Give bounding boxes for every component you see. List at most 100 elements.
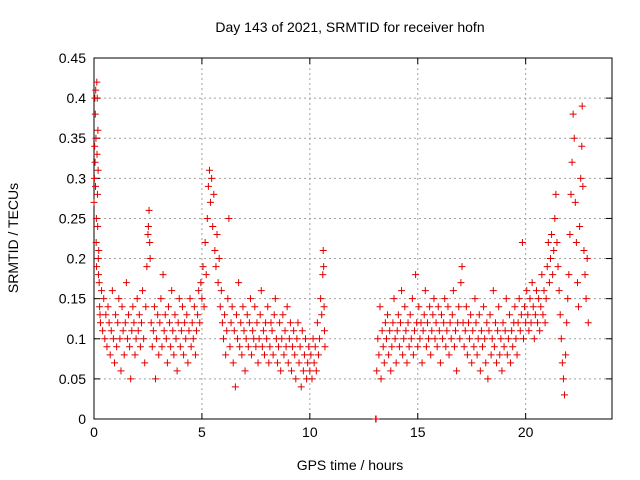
- data-point: [402, 327, 410, 335]
- data-point: [399, 351, 407, 359]
- data-point: [312, 367, 320, 375]
- data-point: [455, 303, 463, 311]
- data-point: [273, 359, 281, 367]
- data-point: [569, 110, 577, 118]
- data-point: [236, 343, 244, 351]
- data-point: [254, 359, 262, 367]
- data-point: [514, 319, 522, 327]
- data-point: [523, 287, 531, 295]
- data-point: [131, 351, 139, 359]
- data-point: [304, 359, 312, 367]
- data-point: [302, 335, 310, 343]
- data-point: [129, 303, 137, 311]
- data-point: [242, 335, 250, 343]
- x-tick-label: 15: [410, 424, 426, 440]
- data-point: [421, 287, 429, 295]
- data-point: [269, 351, 277, 359]
- data-point: [253, 319, 261, 327]
- data-point: [435, 327, 443, 335]
- data-point: [152, 375, 160, 383]
- data-point: [275, 343, 283, 351]
- data-point: [174, 319, 182, 327]
- data-point: [92, 182, 100, 190]
- data-point: [90, 198, 98, 206]
- data-point: [200, 303, 208, 311]
- data-point: [475, 311, 483, 319]
- data-point: [127, 375, 135, 383]
- x-tick-label: 20: [518, 424, 534, 440]
- data-point: [551, 214, 559, 222]
- data-point: [91, 110, 99, 118]
- data-point: [228, 303, 236, 311]
- data-point: [428, 327, 436, 335]
- data-point: [490, 343, 498, 351]
- data-point: [94, 126, 102, 134]
- data-point: [98, 287, 106, 295]
- data-point: [201, 239, 209, 247]
- data-point: [389, 319, 397, 327]
- data-point: [263, 335, 271, 343]
- data-point: [395, 343, 403, 351]
- data-point: [453, 367, 461, 375]
- data-point: [92, 214, 100, 222]
- data-point: [462, 303, 470, 311]
- data-point: [583, 255, 591, 263]
- data-point: [218, 319, 226, 327]
- data-point: [94, 222, 102, 230]
- data-point: [575, 303, 583, 311]
- data-point: [212, 263, 220, 271]
- data-point: [221, 311, 229, 319]
- data-point: [91, 142, 99, 150]
- data-point: [216, 303, 224, 311]
- data-point: [444, 303, 452, 311]
- data-point: [394, 311, 402, 319]
- data-point: [512, 335, 520, 343]
- data-point: [190, 303, 198, 311]
- data-point: [418, 359, 426, 367]
- y-tick-label: 0.05: [59, 371, 86, 387]
- data-point: [320, 303, 328, 311]
- data-point: [199, 263, 207, 271]
- y-tick-label: 0.45: [59, 50, 86, 66]
- data-point: [106, 351, 114, 359]
- data-point: [563, 319, 571, 327]
- data-point: [120, 351, 128, 359]
- data-point: [234, 335, 242, 343]
- data-point: [578, 102, 586, 110]
- data-point: [185, 327, 193, 335]
- data-point: [226, 343, 234, 351]
- data-point: [552, 190, 560, 198]
- data-point: [125, 311, 133, 319]
- data-point: [259, 327, 267, 335]
- data-point: [545, 279, 553, 287]
- data-point: [130, 319, 138, 327]
- data-point: [546, 255, 554, 263]
- data-point: [449, 287, 457, 295]
- data-point: [446, 319, 454, 327]
- data-point: [93, 263, 101, 271]
- data-point: [507, 359, 515, 367]
- data-point: [573, 279, 581, 287]
- data-point: [175, 295, 183, 303]
- data-point: [317, 295, 325, 303]
- data-point: [203, 214, 211, 222]
- y-tick-label: 0.4: [67, 90, 87, 106]
- data-point: [148, 343, 156, 351]
- data-point: [133, 295, 141, 303]
- data-point: [436, 359, 444, 367]
- data-point: [485, 327, 493, 335]
- y-tick-label: 0.2: [67, 251, 87, 267]
- data-point: [576, 222, 584, 230]
- data-point: [246, 295, 254, 303]
- data-point: [176, 343, 184, 351]
- data-point: [207, 198, 215, 206]
- data-point: [144, 222, 152, 230]
- data-point: [582, 295, 590, 303]
- x-tick-label: 0: [90, 424, 98, 440]
- data-point: [433, 343, 441, 351]
- data-point: [171, 311, 179, 319]
- data-point: [460, 343, 468, 351]
- data-point: [196, 319, 204, 327]
- data-point: [139, 287, 147, 295]
